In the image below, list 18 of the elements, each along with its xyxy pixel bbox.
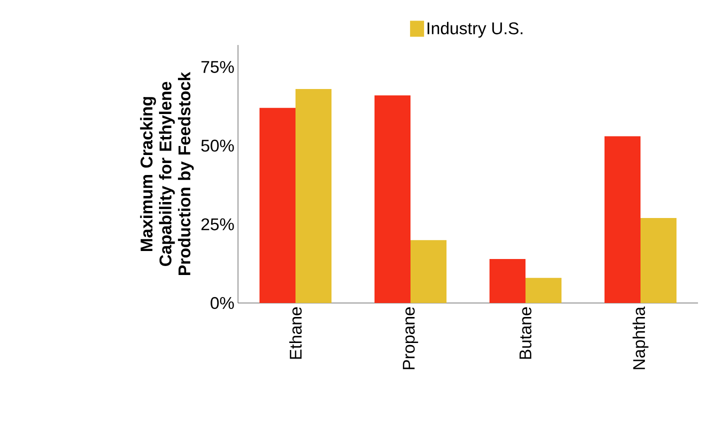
x-tick-label: Butane [520, 307, 532, 359]
bar [490, 258, 526, 303]
y-tick-label: 25% [201, 218, 234, 230]
bar [526, 278, 562, 303]
bar [296, 89, 332, 303]
x-tick-label: Ethane [289, 307, 302, 359]
legend-label: Industry U.S. [428, 22, 522, 38]
x-tick-label: Naphtha [632, 306, 648, 370]
x-tick-label: Propane [402, 307, 418, 370]
bar [640, 218, 677, 303]
y-axis-title: Maximum Cracking Capability for Ethylene Production by Feedstock [140, 72, 194, 275]
y-tick-label: 75% [201, 61, 234, 73]
y-tick-label: 0% [210, 297, 234, 309]
bar [410, 240, 447, 303]
bar [604, 136, 641, 303]
bar [260, 108, 296, 303]
y-tick-label: 50% [201, 140, 234, 152]
bar [374, 95, 411, 303]
